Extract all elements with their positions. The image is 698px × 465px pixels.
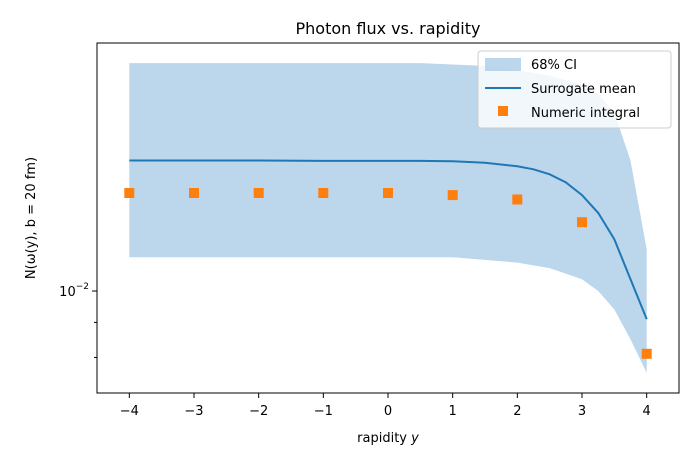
legend-label: Numeric integral	[531, 106, 640, 121]
legend-label: 68% CI	[531, 58, 577, 73]
ticks: −4 −3 −2 −1 0 1 2 3 410−2	[59, 282, 651, 419]
numeric-integral-point	[447, 190, 458, 201]
plot-area	[124, 63, 652, 373]
legend-label: Surrogate mean	[531, 82, 636, 97]
numeric-integral-point	[512, 194, 523, 205]
x-axis-label: rapidity y	[357, 431, 419, 446]
chart-title: Photon flux vs. rapidity	[296, 19, 481, 38]
numeric-integral-point	[189, 188, 199, 198]
x-axis-label-variable: y	[410, 431, 419, 446]
surrogate-mean-line	[129, 159, 648, 320]
x-axis-label-text: rapidity	[357, 431, 407, 446]
y-tick-label-base: 10	[59, 285, 76, 300]
x-tick-label: 2	[513, 404, 521, 419]
y-tick-label: 10−2	[59, 282, 89, 300]
x-tick-label: −1	[314, 404, 333, 419]
y-axis-label: N(ω(y), b = 20 fm)	[24, 157, 39, 279]
x-tick-label: 1	[449, 404, 457, 419]
numeric-integral-point	[577, 217, 587, 228]
legend: 68% CI Surrogate mean Numeric integral	[477, 50, 672, 129]
legend-swatch-ci	[485, 58, 521, 71]
x-tick-label: −2	[249, 404, 268, 419]
x-tick-label: −4	[120, 404, 139, 419]
x-tick-label: 3	[578, 404, 586, 419]
x-tick-label: 0	[384, 404, 392, 419]
numeric-integral-point	[641, 348, 652, 359]
numeric-integral-point	[318, 188, 329, 198]
numeric-integral-point	[124, 188, 135, 198]
x-tick-label: 4	[643, 404, 651, 419]
ci-band	[129, 63, 647, 373]
y-tick-label-exponent: −2	[76, 282, 89, 292]
numeric-integral-point	[253, 188, 264, 198]
x-tick-label: −3	[184, 404, 203, 419]
legend-box	[477, 50, 672, 129]
numeric-integral-point	[383, 188, 393, 198]
legend-swatch-numeric	[498, 106, 508, 116]
